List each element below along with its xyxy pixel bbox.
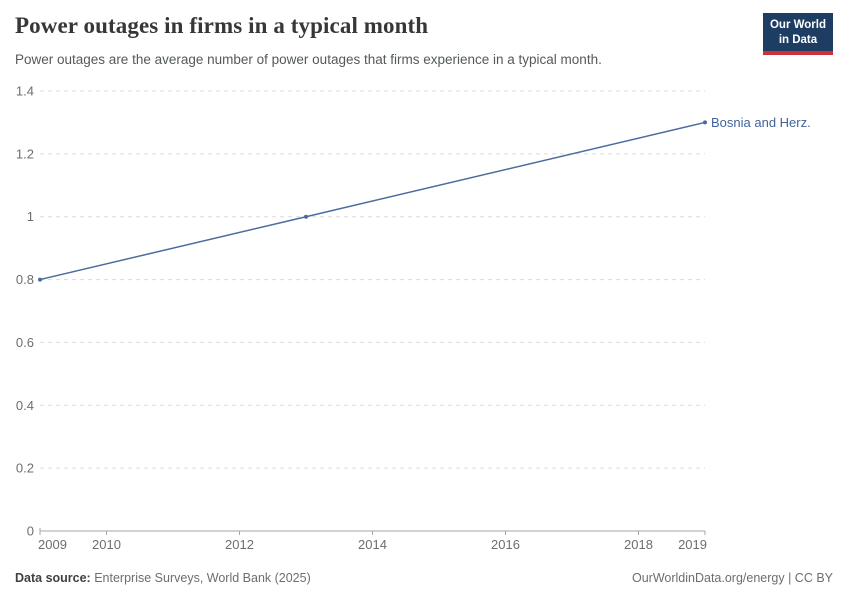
owid-logo: Our World in Data [762, 13, 833, 55]
y-axis-tick-label: 0.8 [16, 272, 34, 287]
owid-logo-line2: in Data [778, 33, 818, 46]
chart-title: Power outages in firms in a typical mont… [15, 13, 429, 38]
owid-logo-line1: Our World [769, 19, 826, 31]
x-axis-tick-label: 2016 [491, 537, 520, 552]
y-axis-tick-label: 0.2 [16, 461, 34, 476]
x-axis-tick-label: 2018 [624, 537, 653, 552]
y-axis-tick-label: 0.6 [16, 335, 34, 350]
x-axis-tick-label: 2019 [678, 537, 707, 552]
x-axis-tick-label: 2012 [225, 537, 254, 552]
entity-label[interactable]: Bosnia and Herz. [711, 115, 811, 130]
data-line[interactable] [39, 121, 706, 281]
x-axis-tick-label: 2014 [358, 537, 387, 552]
x-axis-tick-label: 2010 [92, 537, 121, 552]
y-axis-tick-label: 1.4 [16, 84, 34, 99]
y-axis-tick-label: 0.4 [16, 398, 34, 413]
data-source-label: Data source: [15, 571, 91, 585]
x-axis-tick-label: 2009 [38, 537, 67, 552]
data-source-value: Enterprise Surveys, World Bank (2025) [94, 571, 311, 585]
chart-subtitle: Power outages are the average number of … [15, 52, 602, 67]
y-axis-tick-label: 1.2 [16, 146, 34, 161]
footer-license-link[interactable]: OurWorldinData.org/energy | CC BY [631, 571, 833, 585]
y-axis-tick-label: 1 [27, 209, 34, 224]
data-point[interactable] [38, 277, 42, 282]
data-point[interactable] [304, 214, 308, 219]
data-source: Data source: Enterprise Surveys, World B… [15, 571, 311, 585]
y-axis-tick-label: 0 [27, 524, 34, 539]
data-point[interactable] [703, 120, 707, 125]
